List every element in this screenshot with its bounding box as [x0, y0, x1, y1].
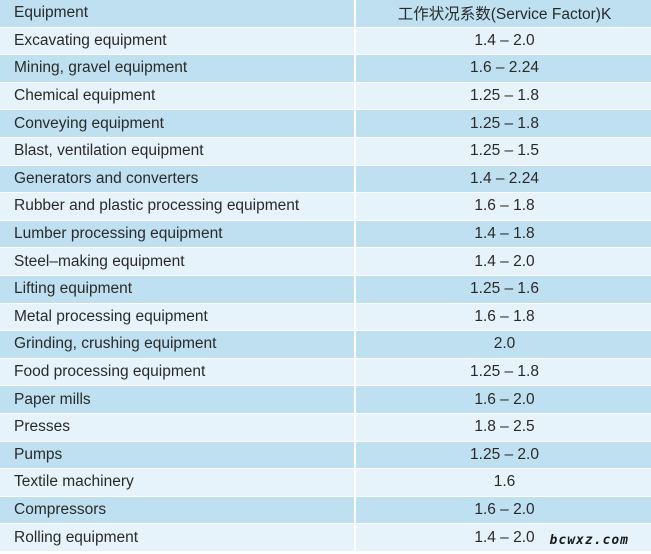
table-row: Food processing equipment 1.25 – 1.8: [0, 358, 651, 386]
equipment-name-cell: Mining, gravel equipment: [0, 55, 354, 82]
table-row: Lumber processing equipment 1.4 – 1.8: [0, 220, 651, 248]
service-factor-cell: 1.6 – 2.0: [356, 496, 651, 524]
equipment-name-cell: Chemical equipment: [0, 82, 354, 110]
equipment-name-cell: Steel–making equipment: [0, 248, 354, 275]
service-factor-cell: 1.4 – 2.0: [356, 524, 651, 551]
table-header-row: Equipment 工作状况系数(Service Factor)K: [0, 0, 651, 27]
equipment-name-cell: Presses: [0, 413, 354, 441]
equipment-name-cell: Conveying equipment: [0, 110, 354, 137]
table-row: Chemical equipment 1.25 – 1.8: [0, 82, 651, 110]
service-factor-cell: 1.6 – 1.8: [356, 193, 651, 220]
equipment-name-cell: Rolling equipment: [0, 524, 354, 551]
equipment-name-cell: Pumps: [0, 441, 354, 469]
table-row: Lifting equipment 1.25 – 1.6: [0, 275, 651, 303]
equipment-name-cell: Paper mills: [0, 386, 354, 413]
service-factor-cell: 1.4 – 2.0: [356, 27, 651, 55]
service-factor-cell: 1.25 – 1.8: [356, 110, 651, 137]
table-row: Rubber and plastic processing equipment 1…: [0, 193, 651, 220]
service-factor-cell: 1.4 – 2.0: [356, 248, 651, 275]
service-factor-column-header: 工作状况系数(Service Factor)K: [356, 0, 651, 27]
equipment-name-cell: Textile machinery: [0, 469, 354, 496]
service-factor-cell: 2.0: [356, 331, 651, 358]
table-row: Textile machinery 1.6: [0, 469, 651, 496]
service-factor-cell: 1.4 – 1.8: [356, 220, 651, 248]
table-row: Rolling equipment 1.4 – 2.0: [0, 524, 651, 551]
equipment-name-cell: Generators and converters: [0, 165, 354, 193]
service-factor-cell: 1.25 – 1.8: [356, 82, 651, 110]
watermark: bcwxz.com: [549, 533, 629, 548]
table-row: Grinding, crushing equipment 2.0: [0, 331, 651, 358]
equipment-name-cell: Grinding, crushing equipment: [0, 331, 354, 358]
table-row: Paper mills 1.6 – 2.0: [0, 386, 651, 413]
service-factor-cell: 1.4 – 2.24: [356, 165, 651, 193]
service-factor-cell: 1.6 – 2.0: [356, 386, 651, 413]
equipment-name-cell: Food processing equipment: [0, 358, 354, 386]
equipment-name-cell: Excavating equipment: [0, 27, 354, 55]
table-row: Generators and converters 1.4 – 2.24: [0, 165, 651, 193]
service-factor-cell: 1.25 – 1.5: [356, 137, 651, 165]
service-factor-cell: 1.25 – 1.8: [356, 358, 651, 386]
service-factor-cell: 1.6: [356, 469, 651, 496]
service-factor-cell: 1.8 – 2.5: [356, 413, 651, 441]
equipment-name-cell: Lumber processing equipment: [0, 220, 354, 248]
table-row: Presses 1.8 – 2.5: [0, 413, 651, 441]
equipment-column-header: Equipment: [0, 0, 354, 27]
service-factor-cell: 1.6 – 2.24: [356, 55, 651, 82]
service-factor-cell: 1.25 – 2.0: [356, 441, 651, 469]
table-row: Excavating equipment 1.4 – 2.0: [0, 27, 651, 55]
table-row: Conveying equipment 1.25 – 1.8: [0, 110, 651, 137]
table-row: Compressors 1.6 – 2.0: [0, 496, 651, 524]
equipment-name-cell: Lifting equipment: [0, 275, 354, 303]
service-factor-cell: 1.6 – 1.8: [356, 303, 651, 331]
table-row: Steel–making equipment 1.4 – 2.0: [0, 248, 651, 275]
table-row: Mining, gravel equipment 1.6 – 2.24: [0, 55, 651, 82]
table-row: Metal processing equipment 1.6 – 1.8: [0, 303, 651, 331]
table-row: Blast, ventilation equipment 1.25 – 1.5: [0, 137, 651, 165]
service-factor-cell: 1.25 – 1.6: [356, 275, 651, 303]
equipment-name-cell: Blast, ventilation equipment: [0, 137, 354, 165]
equipment-name-cell: Rubber and plastic processing equipment: [0, 193, 354, 220]
equipment-name-cell: Metal processing equipment: [0, 303, 354, 331]
equipment-name-cell: Compressors: [0, 496, 354, 524]
table-row: Pumps 1.25 – 2.0: [0, 441, 651, 469]
